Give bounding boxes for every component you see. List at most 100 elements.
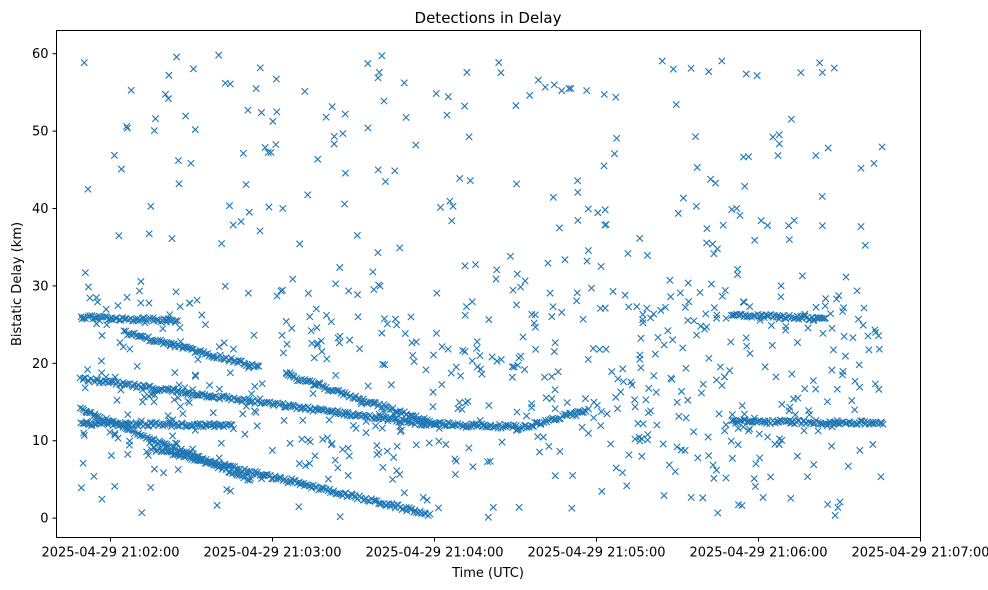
detection-point	[534, 76, 542, 84]
detection-point	[839, 307, 847, 316]
detection-point	[608, 368, 616, 376]
detection-point	[160, 440, 168, 448]
detection-point	[201, 350, 210, 358]
detection-point	[489, 503, 497, 511]
detection-point	[861, 241, 869, 249]
detection-point	[832, 295, 841, 303]
detection-point	[429, 403, 437, 411]
detection-point	[699, 380, 707, 388]
detection-point	[793, 452, 802, 460]
detection-point	[364, 382, 372, 390]
detection-point	[657, 306, 665, 314]
detection-point	[371, 497, 379, 505]
detection-point	[245, 467, 253, 476]
detection-point	[442, 440, 450, 449]
detection-point	[508, 373, 516, 381]
detection-point	[80, 374, 88, 382]
detection-point	[523, 424, 531, 432]
y-axis-label: Bistatic Delay (km)	[10, 222, 25, 346]
detection-point	[250, 331, 258, 339]
detection-point	[702, 323, 711, 331]
detection-point	[653, 421, 661, 429]
detection-point	[406, 411, 414, 419]
chart-title: Detections in Delay	[415, 9, 562, 27]
detection-point	[123, 293, 131, 301]
detection-point	[301, 87, 309, 96]
detection-point	[261, 143, 269, 152]
detection-point	[600, 90, 608, 99]
detection-point	[444, 93, 452, 101]
detection-point	[718, 381, 726, 390]
detection-point	[215, 385, 224, 393]
detection-point	[495, 58, 503, 67]
detection-point	[452, 457, 460, 465]
detection-point	[619, 378, 628, 386]
detection-point	[187, 159, 195, 167]
detection-point	[710, 474, 718, 482]
detection-point	[514, 425, 522, 433]
detection-point	[383, 447, 391, 455]
detection-point	[660, 341, 668, 349]
detection-point	[650, 372, 658, 380]
detection-point	[512, 180, 521, 188]
detection-point	[435, 437, 443, 445]
detection-point	[76, 404, 84, 412]
detection-point	[377, 500, 385, 508]
detection-point	[98, 369, 106, 377]
detection-point	[716, 363, 724, 371]
detection-point	[81, 384, 89, 392]
detection-point	[720, 373, 729, 381]
detection-point	[709, 461, 717, 469]
detection-point	[289, 402, 298, 410]
detection-point	[561, 256, 569, 264]
detection-point	[426, 417, 434, 425]
detection-point	[583, 87, 591, 95]
detection-point	[767, 321, 776, 330]
y-tick-label: 10	[32, 434, 49, 449]
detection-point	[790, 395, 798, 403]
detection-point	[804, 324, 812, 332]
detection-point	[740, 298, 748, 306]
detection-point	[400, 489, 408, 497]
detection-point	[462, 303, 471, 311]
detection-point	[239, 410, 247, 418]
detection-point	[354, 313, 362, 321]
detection-point	[814, 427, 822, 435]
detection-point	[466, 176, 474, 185]
detection-point	[473, 422, 481, 431]
detection-point	[625, 303, 633, 311]
detection-point	[328, 103, 336, 111]
detection-point	[554, 368, 562, 376]
detection-point	[77, 484, 85, 492]
detection-point	[135, 287, 144, 295]
detection-point	[376, 282, 384, 290]
detection-point	[426, 510, 434, 518]
detection-point	[370, 285, 378, 294]
detection-point	[516, 283, 525, 291]
detection-point	[198, 390, 207, 398]
detection-point	[256, 227, 264, 235]
detection-point	[637, 364, 645, 372]
detection-point	[243, 469, 251, 477]
detection-point	[305, 459, 314, 467]
detection-point	[373, 441, 381, 450]
detection-point	[401, 329, 409, 338]
detection-point	[369, 268, 377, 276]
detection-point	[264, 148, 272, 156]
detection-point	[583, 257, 591, 265]
detection-point	[336, 263, 344, 272]
detection-point	[444, 345, 452, 353]
detection-point	[339, 130, 347, 138]
detection-point	[801, 385, 809, 393]
detection-point	[147, 202, 155, 210]
detection-point	[393, 442, 401, 450]
detection-point	[124, 410, 132, 419]
detection-point	[278, 286, 287, 294]
detection-point	[839, 367, 847, 376]
detection-point	[797, 69, 805, 77]
detection-point	[493, 266, 501, 274]
detection-point	[787, 115, 796, 123]
detection-point	[613, 134, 621, 142]
detection-point	[86, 294, 94, 302]
detection-point	[332, 387, 340, 395]
